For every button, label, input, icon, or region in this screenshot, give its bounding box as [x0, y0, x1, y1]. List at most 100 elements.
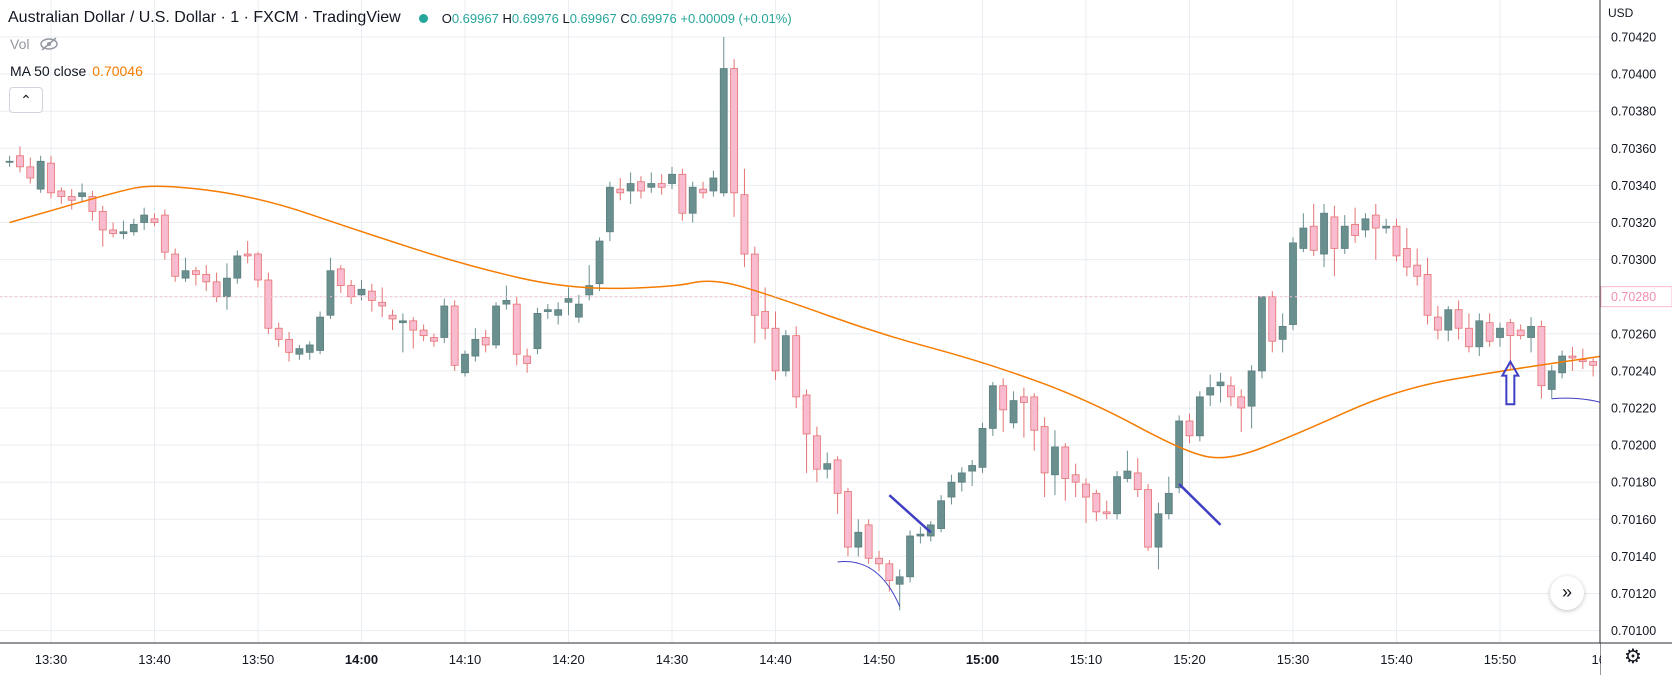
candle-body [36, 160, 45, 190]
candle [5, 155, 14, 167]
candle-body [129, 223, 138, 233]
candle-body [574, 303, 583, 318]
candle-body [47, 162, 55, 194]
candle [26, 157, 35, 184]
candle-body [461, 353, 469, 374]
candle-body [668, 173, 676, 184]
y-tick-label: 0.70180 [1611, 476, 1656, 490]
candle [16, 146, 24, 173]
candle [1113, 471, 1121, 520]
candle-body [916, 533, 925, 537]
open-key: O [441, 10, 452, 26]
y-tick-label: 0.70220 [1611, 402, 1656, 416]
y-tick-label: 0.70320 [1611, 216, 1656, 230]
candle [150, 213, 159, 227]
candle-body [657, 183, 666, 188]
candle-body [419, 329, 428, 337]
gear-icon[interactable]: ⚙ [1624, 646, 1642, 668]
candle [1061, 443, 1070, 501]
candle-body [1113, 476, 1121, 515]
candle-body [1309, 225, 1318, 251]
candle [1278, 313, 1287, 353]
candle [502, 285, 511, 310]
candle-body [295, 348, 304, 355]
candle-body [1185, 420, 1194, 437]
candle-body [1537, 325, 1546, 387]
candle [1154, 502, 1163, 570]
candle-body [533, 312, 542, 350]
candle [1051, 430, 1059, 496]
candle-body [1527, 325, 1535, 338]
candle [606, 181, 614, 242]
candle [57, 187, 66, 204]
candle [512, 296, 521, 366]
candle [1402, 228, 1411, 277]
candle [1289, 237, 1297, 331]
candle-body [119, 231, 128, 235]
candle-body [1351, 223, 1359, 236]
eye-hidden-icon[interactable] [39, 37, 59, 51]
candle [1392, 218, 1401, 262]
scroll-to-realtime-button[interactable]: » [1550, 576, 1584, 610]
candle [1589, 357, 1598, 377]
candle-body [1289, 242, 1297, 325]
candle-body [730, 68, 738, 194]
time-axis-panel [0, 643, 1600, 675]
candle [1268, 291, 1277, 353]
ma-legend[interactable]: MA 50 close 0.70046 [10, 63, 143, 79]
candle [1558, 350, 1566, 379]
candle [637, 176, 645, 199]
candle-body [264, 279, 273, 329]
candle-body [233, 255, 242, 279]
candle [916, 526, 925, 544]
candle [574, 294, 583, 323]
candle [564, 287, 573, 316]
candle [233, 250, 242, 284]
candle [181, 257, 190, 282]
candle [367, 283, 376, 312]
currency-label[interactable]: USD [1608, 6, 1634, 20]
candle [657, 174, 666, 195]
candle-body [171, 253, 180, 277]
candle [1247, 365, 1256, 429]
y-tick-label: 0.70400 [1611, 68, 1656, 82]
candle [1020, 387, 1028, 438]
candle [243, 241, 252, 264]
candle [119, 220, 128, 240]
candle-body [1361, 218, 1370, 231]
candle-body [440, 305, 449, 338]
candle-body [1589, 361, 1598, 366]
high-value: 0.69976 [511, 10, 559, 26]
candle [1071, 463, 1080, 498]
candle [999, 378, 1008, 433]
candle [471, 328, 480, 362]
volume-label: Vol [10, 36, 30, 52]
candle-body [1558, 355, 1566, 374]
candle [864, 519, 873, 564]
x-tick-label: 13:40 [138, 652, 171, 667]
candle-body [523, 355, 531, 364]
candle-body [906, 535, 914, 578]
candle [740, 168, 749, 268]
candle [968, 459, 977, 486]
candle [1299, 213, 1308, 253]
candle [802, 389, 811, 473]
symbol-title[interactable]: Australian Dollar / U.S. Dollar · 1 · FX… [8, 9, 401, 26]
candle [1434, 305, 1442, 340]
volume-legend[interactable]: Vol [10, 36, 59, 52]
collapse-legend-button[interactable]: ⌃ [9, 87, 43, 113]
candle [1206, 374, 1215, 407]
candle [988, 382, 997, 436]
candle-body [326, 270, 335, 316]
candle [719, 37, 728, 197]
candle-body [274, 327, 283, 340]
candle [626, 172, 635, 204]
candle-body [719, 68, 728, 194]
candle [1123, 450, 1132, 483]
candle-body [999, 385, 1008, 411]
candle-body [181, 270, 190, 279]
candle-body [1340, 225, 1349, 249]
y-tick-label: 0.70340 [1611, 179, 1656, 193]
